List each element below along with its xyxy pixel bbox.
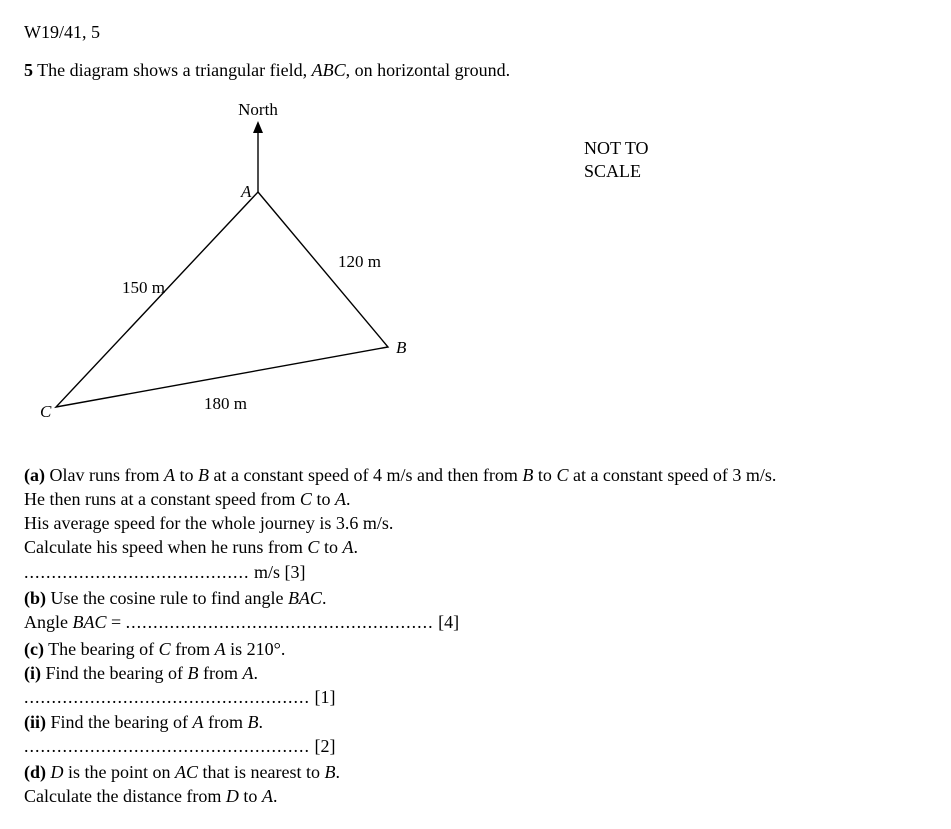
- triangle-diagram: North A B C 120 m 150 m 180 m: [34, 97, 454, 453]
- part-d-line2: Calculate the distance from D to A.: [24, 784, 927, 808]
- intro-suffix: , on horizontal ground.: [346, 60, 510, 80]
- answer-dots-c-i: ........................................…: [24, 687, 310, 707]
- part-a: (a) Olav runs from A to B at a constant …: [24, 463, 927, 487]
- north-label: North: [238, 100, 278, 119]
- part-a-line2: He then runs at a constant speed from C …: [24, 487, 927, 511]
- label-AB-length: 120 m: [338, 252, 381, 271]
- part-a-line3: His average speed for the whole journey …: [24, 511, 927, 535]
- label-BC-length: 180 m: [204, 394, 247, 413]
- part-c-i-answer-line: ........................................…: [24, 685, 927, 709]
- part-a-line4: Calculate his speed when he runs from C …: [24, 535, 927, 559]
- part-b: (b) Use the cosine rule to find angle BA…: [24, 586, 927, 610]
- part-c-ii-answer-line: ........................................…: [24, 734, 927, 758]
- part-c: (c) The bearing of C from A is 210°.: [24, 637, 927, 661]
- label-B: B: [396, 338, 407, 357]
- part-a-answer-line: ........................................…: [24, 560, 927, 584]
- paper-reference: W19/41, 5: [24, 20, 927, 44]
- answer-dots-c-ii: ........................................…: [24, 736, 310, 756]
- answer-dots-a: ........................................…: [24, 562, 250, 582]
- question-number: 5: [24, 60, 33, 80]
- part-b-label: (b): [24, 588, 46, 608]
- part-a-label: (a): [24, 465, 45, 485]
- part-c-i-label: (i): [24, 663, 41, 683]
- part-c-i: (i) Find the bearing of B from A.: [24, 661, 927, 685]
- not-to-scale-line2: SCALE: [584, 160, 649, 183]
- part-c-label: (c): [24, 639, 44, 659]
- question-intro: 5 The diagram shows a triangular field, …: [24, 58, 927, 82]
- part-c-ii-label: (ii): [24, 712, 46, 732]
- label-A: A: [240, 182, 252, 201]
- diagram-area: North A B C 120 m 150 m 180 m NOT TO SCA…: [24, 97, 924, 457]
- north-arrowhead: [253, 121, 263, 133]
- intro-triangle: ABC: [312, 60, 346, 80]
- part-d-label: (d): [24, 762, 46, 782]
- part-c-ii: (ii) Find the bearing of A from B.: [24, 710, 927, 734]
- triangle-abc: [56, 192, 388, 407]
- part-d: (d) D is the point on AC that is nearest…: [24, 760, 927, 784]
- label-C: C: [40, 402, 52, 421]
- not-to-scale: NOT TO SCALE: [584, 137, 649, 184]
- label-CA-length: 150 m: [122, 278, 165, 297]
- intro-prefix: The diagram shows a triangular field,: [33, 60, 312, 80]
- part-b-answer-line: Angle BAC = ............................…: [24, 610, 927, 634]
- not-to-scale-line1: NOT TO: [584, 137, 649, 160]
- answer-dots-b: ........................................…: [126, 612, 434, 632]
